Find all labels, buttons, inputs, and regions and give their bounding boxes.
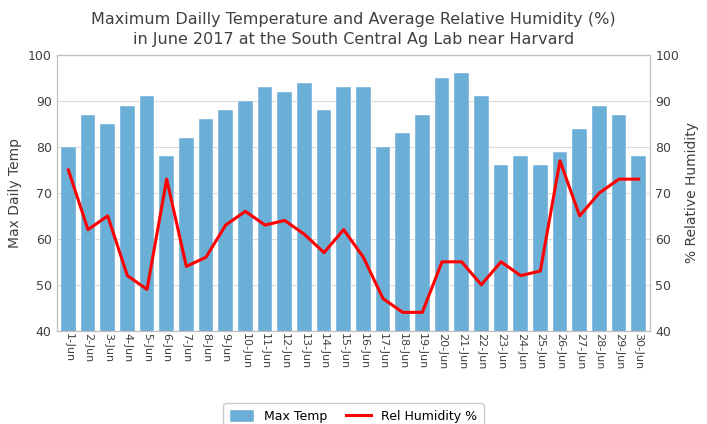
- Rel Humidity %: [595, 190, 604, 195]
- Bar: [257, 87, 272, 424]
- Y-axis label: Max Daily Temp: Max Daily Temp: [8, 138, 22, 248]
- Bar: [533, 165, 548, 424]
- Bar: [120, 106, 135, 424]
- Bar: [100, 124, 115, 424]
- Bar: [513, 156, 528, 424]
- Rel Humidity %: [536, 268, 544, 273]
- Rel Humidity %: [261, 223, 269, 228]
- Bar: [375, 147, 390, 424]
- Rel Humidity %: [399, 310, 407, 315]
- Bar: [179, 138, 194, 424]
- Legend: Max Temp, Rel Humidity %: Max Temp, Rel Humidity %: [223, 403, 484, 424]
- Bar: [455, 73, 469, 424]
- Rel Humidity %: [614, 176, 623, 181]
- Rel Humidity %: [457, 259, 466, 265]
- Rel Humidity %: [359, 255, 368, 260]
- Bar: [493, 165, 508, 424]
- Bar: [218, 110, 233, 424]
- Rel Humidity %: [320, 250, 328, 255]
- Bar: [612, 115, 626, 424]
- Rel Humidity %: [300, 232, 308, 237]
- Bar: [631, 156, 646, 424]
- Rel Humidity %: [201, 255, 210, 260]
- Rel Humidity %: [64, 167, 73, 173]
- Bar: [356, 87, 370, 424]
- Bar: [238, 101, 252, 424]
- Rel Humidity %: [241, 209, 250, 214]
- Bar: [81, 115, 95, 424]
- Bar: [297, 83, 312, 424]
- Bar: [159, 156, 174, 424]
- Bar: [61, 147, 76, 424]
- Rel Humidity %: [497, 259, 506, 265]
- Bar: [337, 87, 351, 424]
- Rel Humidity %: [339, 227, 348, 232]
- Rel Humidity %: [379, 296, 387, 301]
- Bar: [592, 106, 607, 424]
- Rel Humidity %: [634, 176, 643, 181]
- Rel Humidity %: [84, 227, 93, 232]
- Rel Humidity %: [556, 158, 564, 163]
- Rel Humidity %: [221, 223, 230, 228]
- Rel Humidity %: [438, 259, 446, 265]
- Bar: [435, 78, 450, 424]
- Rel Humidity %: [281, 218, 289, 223]
- Title: Maximum Dailly Temperature and Average Relative Humidity (%)
in June 2017 at the: Maximum Dailly Temperature and Average R…: [91, 12, 616, 47]
- Rel Humidity %: [516, 273, 525, 278]
- Rel Humidity %: [143, 287, 151, 292]
- Bar: [572, 128, 587, 424]
- Rel Humidity %: [103, 213, 112, 218]
- Rel Humidity %: [477, 282, 486, 287]
- Rel Humidity %: [123, 273, 132, 278]
- Bar: [199, 120, 214, 424]
- Bar: [317, 110, 332, 424]
- Y-axis label: % Relative Humidity: % Relative Humidity: [685, 123, 699, 263]
- Bar: [395, 133, 410, 424]
- Bar: [415, 115, 430, 424]
- Bar: [553, 152, 567, 424]
- Rel Humidity %: [418, 310, 426, 315]
- Rel Humidity %: [182, 264, 191, 269]
- Bar: [140, 97, 154, 424]
- Rel Humidity %: [163, 176, 171, 181]
- Bar: [277, 92, 292, 424]
- Bar: [474, 97, 489, 424]
- Rel Humidity %: [575, 213, 584, 218]
- Line: Rel Humidity %: Rel Humidity %: [69, 161, 638, 312]
